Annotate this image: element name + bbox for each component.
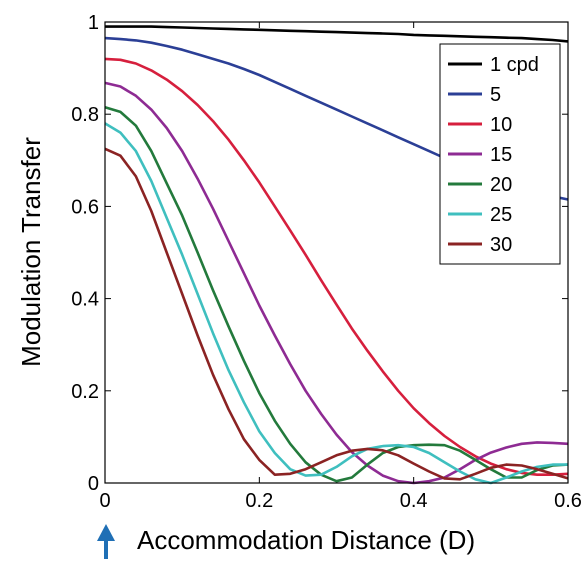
y-tick-label: 0.2 <box>71 381 99 403</box>
x-tick-label: 0 <box>99 490 110 512</box>
x-axis-title: Accommodation Distance (D) <box>137 525 475 555</box>
legend-label-4: 20 <box>490 174 512 196</box>
legend-label-5: 25 <box>490 204 512 226</box>
legend-label-2: 10 <box>490 114 512 136</box>
y-tick-label: 0 <box>88 473 99 495</box>
series-line-6 <box>104 147 569 481</box>
arrow-up-icon <box>97 524 115 559</box>
legend-label-3: 15 <box>490 144 512 166</box>
y-tick-label: 0.4 <box>71 289 99 311</box>
series-line-0 <box>105 25 569 43</box>
x-tick-label: 0.2 <box>245 490 273 512</box>
legend: 1 cpd 5 10 15 20 25 30 <box>439 43 561 265</box>
series-line-2 <box>104 57 569 477</box>
y-tick-label: 1 <box>88 12 99 34</box>
y-axis-title: Modulation Transfer <box>16 137 46 367</box>
x-tick-label: 0.6 <box>554 490 582 512</box>
series-line-4 <box>104 106 569 483</box>
legend-label-0: 1 cpd <box>490 54 539 76</box>
legend-label-1: 5 <box>490 84 501 106</box>
y-tick-label: 0.8 <box>71 104 99 126</box>
series-line-3 <box>104 81 569 485</box>
legend-label-6: 30 <box>490 234 512 256</box>
x-tick-label: 0.4 <box>400 490 428 512</box>
ticks-layer: 0 0.2 0.4 0.6 0 0.2 0.4 0.6 0.8 1 <box>71 12 582 512</box>
y-tick-label: 0.6 <box>71 196 99 218</box>
plot-frame <box>104 21 569 484</box>
